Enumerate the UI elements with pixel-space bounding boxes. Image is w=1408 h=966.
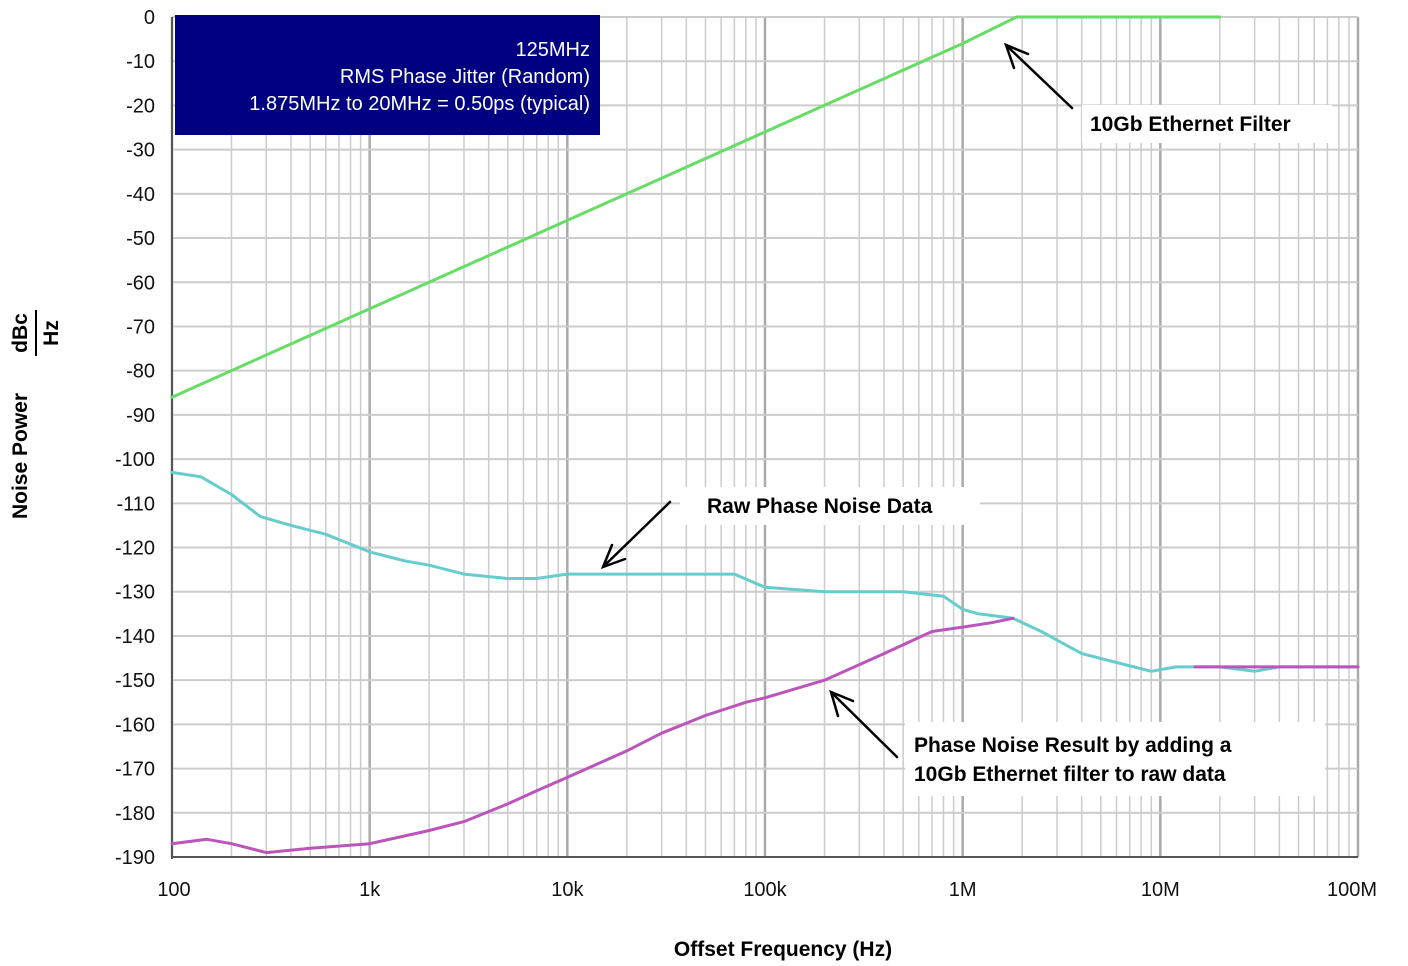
x-axis-ticks: 100 1k 10k 100k 1M 10M 100M — [157, 879, 1377, 901]
y-tick-label: -100 — [115, 449, 155, 471]
x-tick-label: 10k — [551, 879, 584, 901]
y-tick-label: -130 — [115, 582, 155, 604]
x-axis-title: Offset Frequency (Hz) — [674, 938, 892, 961]
x-tick-label: 1k — [359, 879, 381, 901]
annotation-filter: 10Gb Ethernet Filter — [1082, 105, 1332, 143]
info-line-frequency: 125MHz — [516, 39, 590, 61]
y-tick-label: -80 — [126, 361, 155, 383]
arrow-raw-head — [600, 543, 627, 570]
y-tick-label: -60 — [126, 272, 155, 294]
y-axis-unit-denominator: Hz — [40, 320, 63, 346]
info-box-background — [175, 15, 600, 135]
y-tick-label: -190 — [115, 847, 155, 869]
arrow-result-head — [829, 689, 855, 718]
y-tick-label: -90 — [126, 405, 155, 427]
x-tick-label: 100k — [743, 879, 787, 901]
y-tick-label: -10 — [126, 51, 155, 73]
y-axis-ticks: 0 -10 -20 -30 -40 -50 -60 -70 -80 -90 -100 -110 -120… — [115, 7, 155, 869]
annotation-filter-label: 10Gb Ethernet Filter — [1090, 113, 1291, 136]
y-tick-label: -180 — [115, 803, 155, 825]
y-axis-title-text: Noise Power — [9, 393, 32, 519]
annotation-result: Phase Noise Result by adding a 10Gb Ethe… — [905, 722, 1325, 796]
y-axis-title: Noise Power dBc Hz — [9, 310, 63, 519]
annotation-raw-bg — [680, 487, 980, 525]
arrow-filter — [1006, 45, 1074, 110]
x-tick-label: 1M — [949, 879, 977, 901]
y-axis-unit-numerator: dBc — [9, 313, 32, 353]
y-tick-label: -70 — [126, 316, 155, 338]
series-line-2 — [170, 616, 1015, 855]
y-tick-label: -20 — [126, 95, 155, 117]
x-tick-label: 100M — [1327, 879, 1377, 901]
y-tick-label: -40 — [126, 184, 155, 206]
y-tick-label: -120 — [115, 538, 155, 560]
x-tick-label: 10M — [1141, 879, 1180, 901]
y-tick-label: -110 — [116, 493, 155, 515]
annotation-result-bg — [905, 722, 1325, 796]
annotation-raw: Raw Phase Noise Data — [680, 487, 980, 525]
series-layer — [170, 15, 1360, 855]
arrow-filter-head — [1003, 42, 1030, 70]
series-line-0 — [170, 15, 1222, 399]
y-tick-label: -170 — [115, 759, 155, 781]
info-line-jitter-value: 1.875MHz to 20MHz = 0.50ps (typical) — [249, 93, 590, 115]
annotation-result-label-line2: 10Gb Ethernet filter to raw data — [914, 763, 1226, 786]
series-line-1 — [170, 470, 1360, 673]
annotation-raw-label: Raw Phase Noise Data — [707, 495, 933, 518]
y-tick-label: -30 — [126, 140, 155, 162]
y-tick-label: -160 — [115, 714, 155, 736]
annotation-filter-bg — [1082, 105, 1332, 143]
y-tick-label: -140 — [115, 626, 155, 648]
annotation-result-label-line1: Phase Noise Result by adding a — [914, 734, 1232, 757]
y-tick-label: -150 — [115, 670, 155, 692]
info-box: 125MHz RMS Phase Jitter (Random) 1.875MH… — [175, 15, 600, 135]
arrow-result — [831, 692, 899, 759]
arrow-raw — [602, 500, 672, 568]
info-line-jitter-type: RMS Phase Jitter (Random) — [340, 66, 590, 88]
x-tick-label: 100 — [157, 879, 190, 901]
y-tick-label: 0 — [144, 7, 155, 29]
y-tick-label: -50 — [126, 228, 155, 250]
